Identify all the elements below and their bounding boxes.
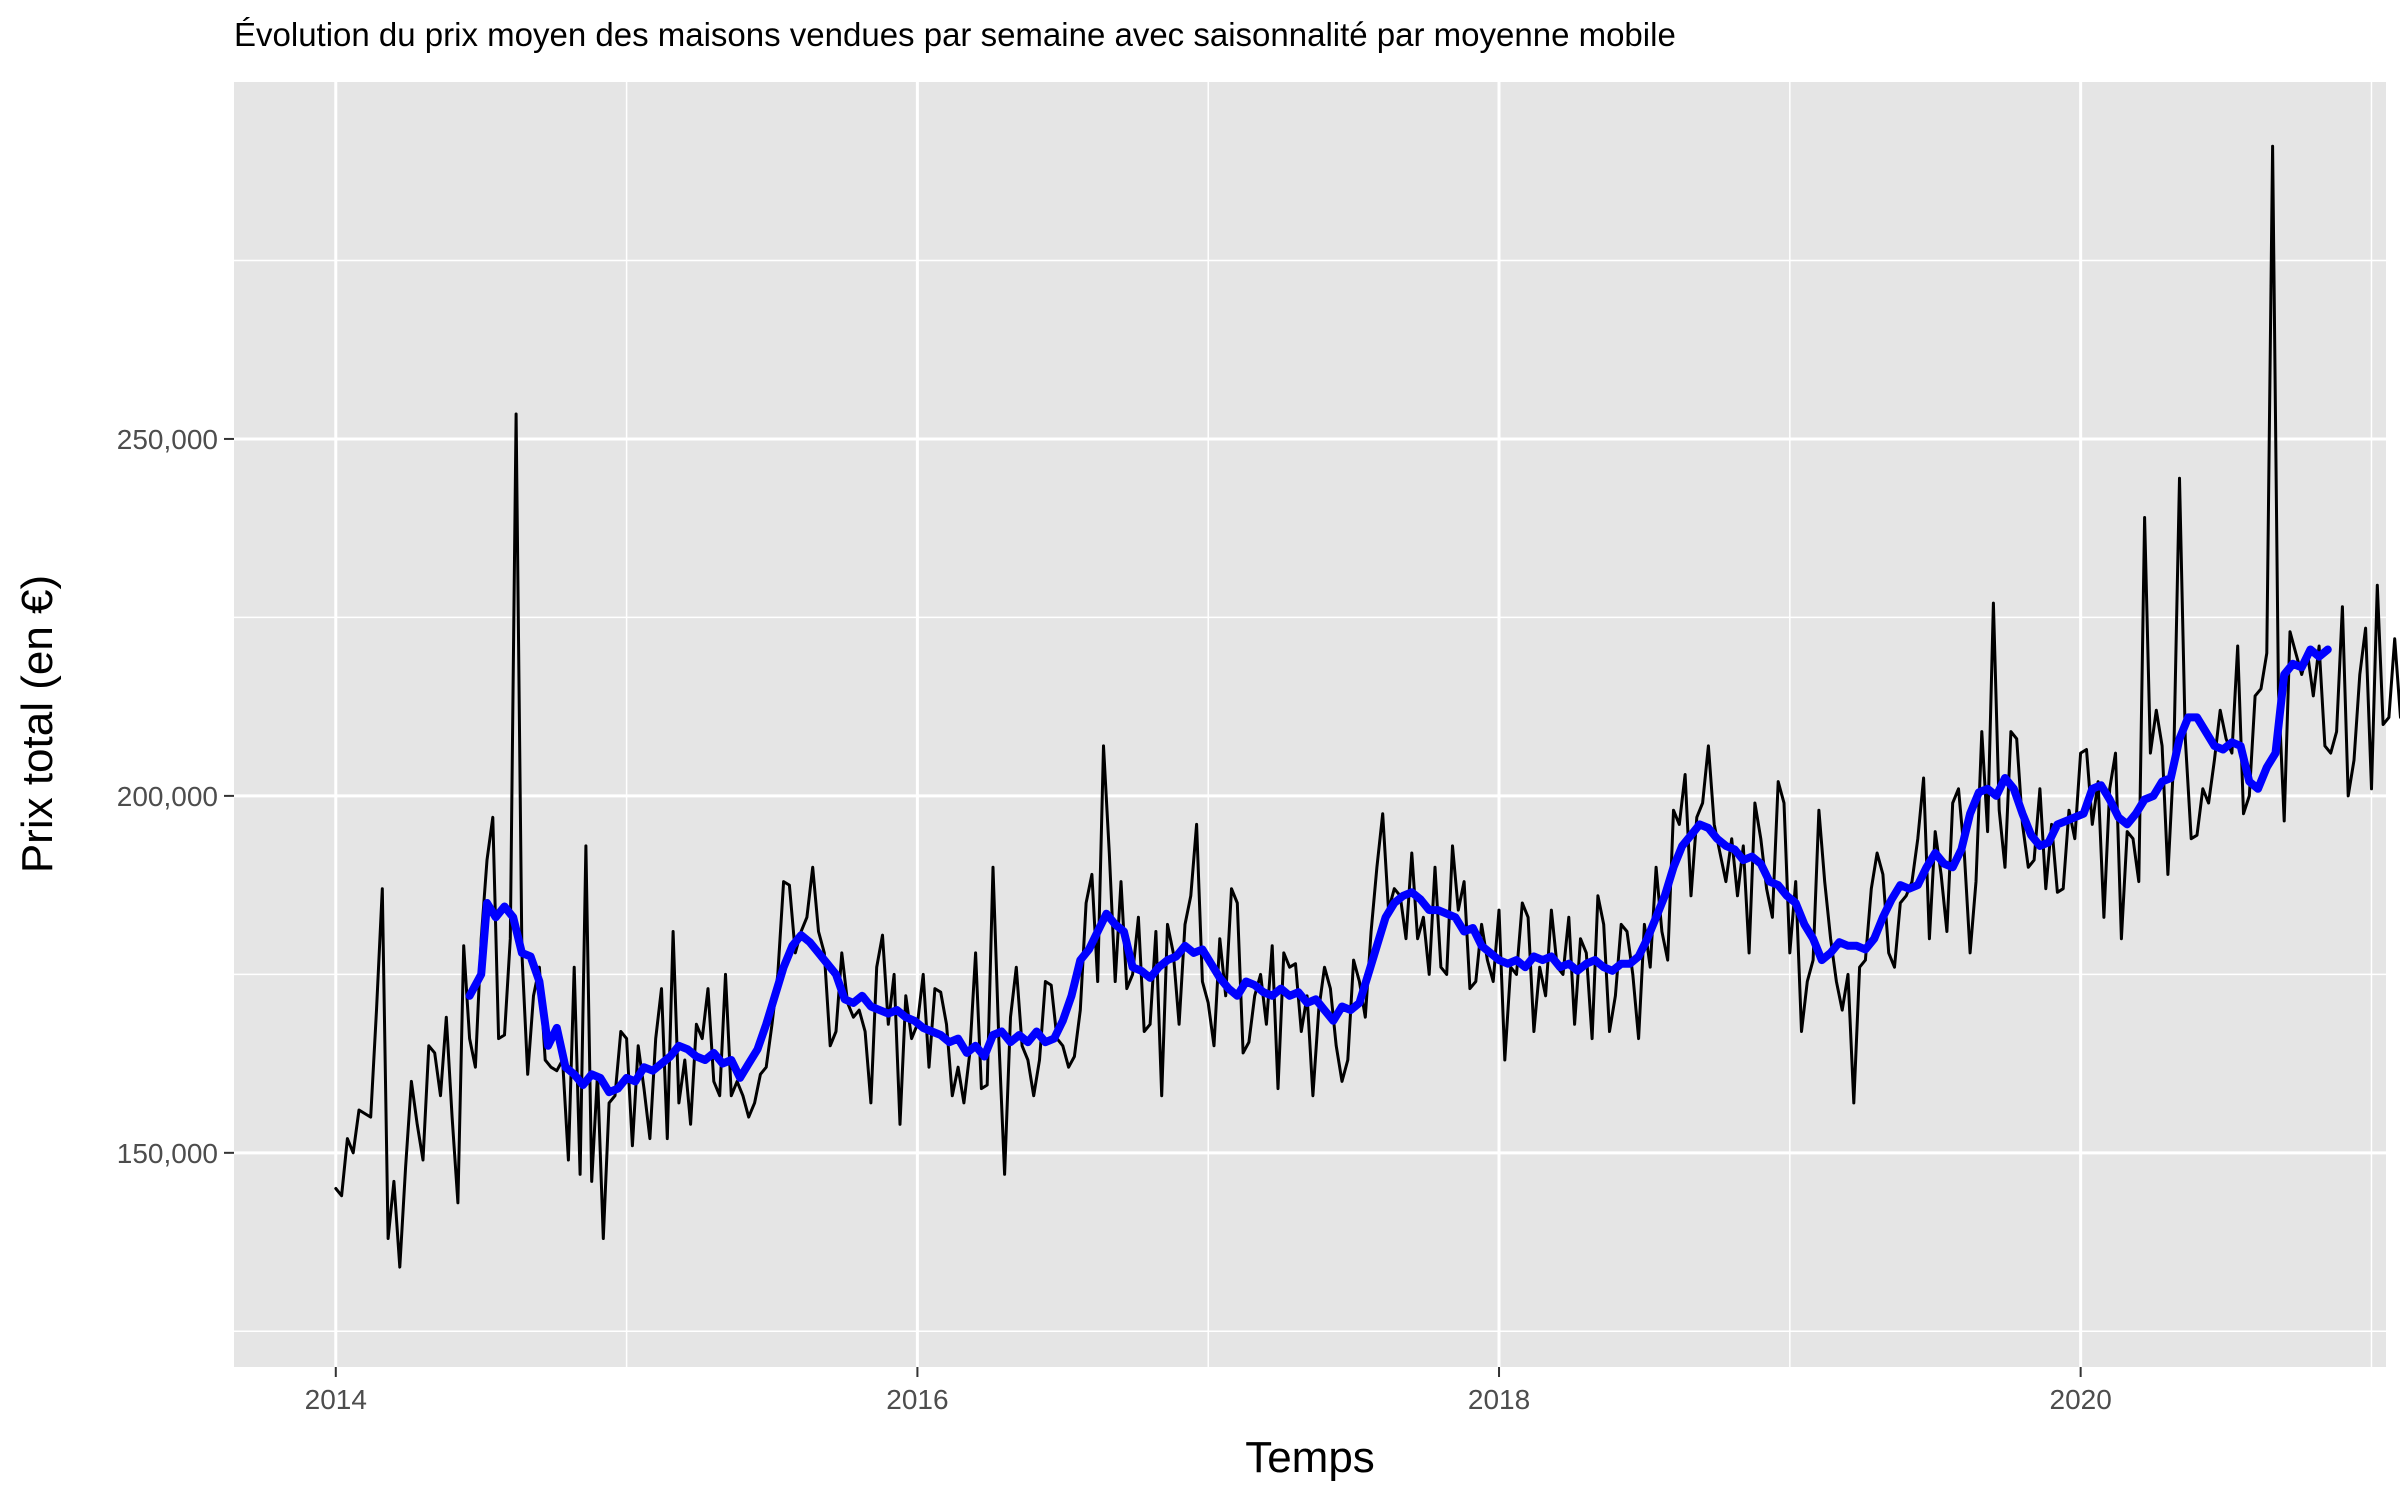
x-tick-label: 2014 [305,1384,367,1415]
x-tick-label: 2020 [2050,1384,2112,1415]
x-axis-title: Temps [1245,1433,1375,1482]
y-tick-label: 150,000 [117,1138,218,1169]
series-line-2 [465,645,2332,1097]
y-axis-title: Prix total (en €) [13,575,62,873]
plot-panel [234,82,2386,1367]
y-axis: 150,000 200,000 250,000 [117,424,234,1169]
x-axis: 2014 2016 2018 2020 [305,1367,2112,1415]
y-tick-label: 250,000 [117,424,218,455]
x-tick-label: 2016 [886,1384,948,1415]
grid-major [234,82,2386,1367]
series-layer [334,144,2400,1269]
y-tick-label: 200,000 [117,781,218,812]
chart-title: Évolution du prix moyen des maisons vend… [234,16,1676,53]
grid-minor [234,82,2386,1367]
x-tick-label: 2018 [1468,1384,1530,1415]
